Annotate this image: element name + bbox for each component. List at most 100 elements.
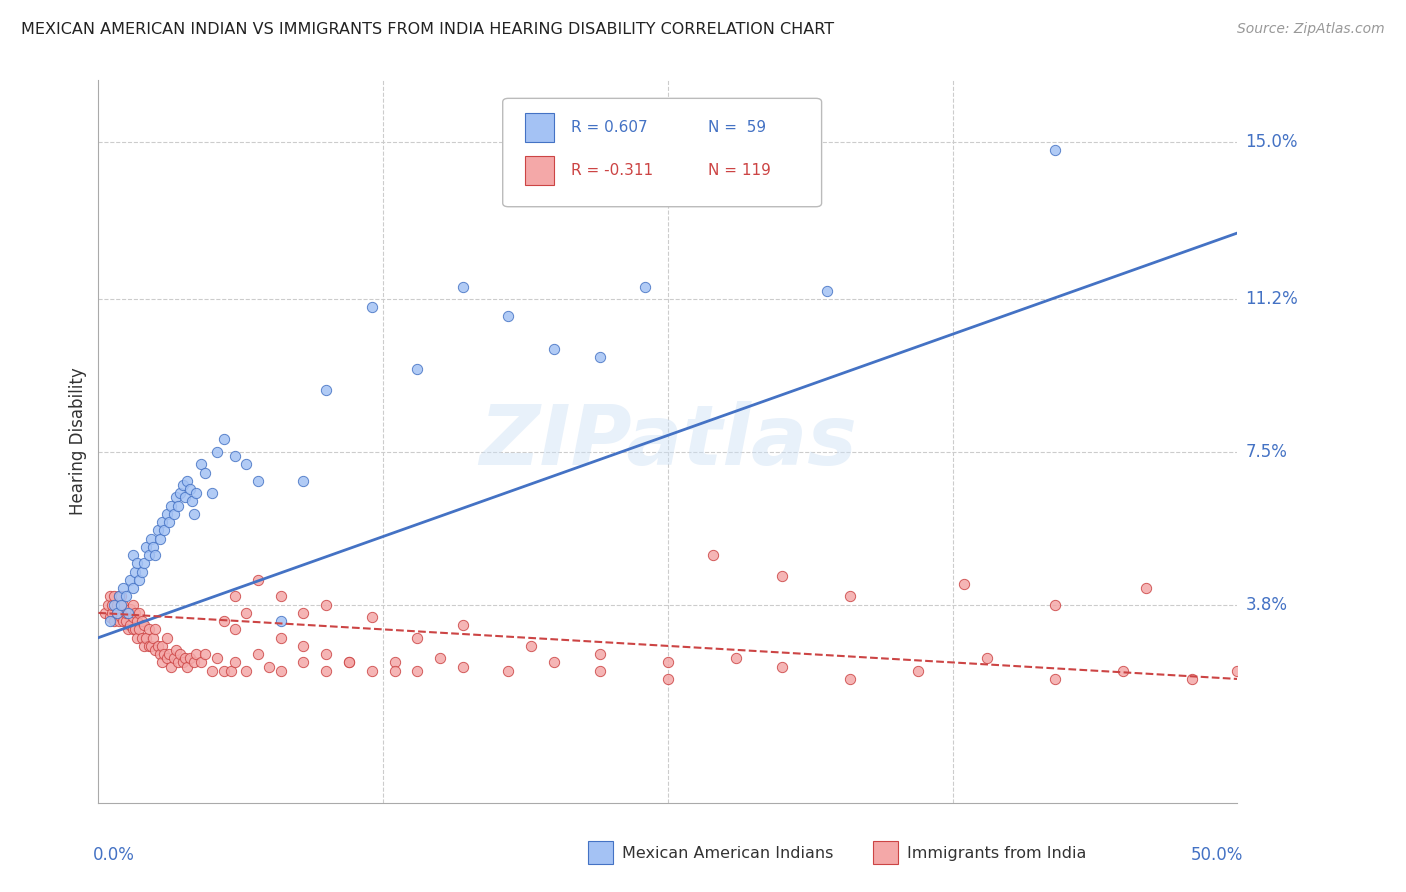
Point [429, 651, 451, 665]
Point [150, 515, 173, 529]
Point [160, 659, 183, 673]
FancyBboxPatch shape [588, 841, 613, 864]
Point [131, 631, 153, 645]
Point [165, 643, 187, 657]
Point [1043, 144, 1066, 158]
Point [384, 664, 406, 678]
Point [183, 656, 205, 670]
FancyBboxPatch shape [526, 112, 554, 142]
Point [976, 651, 998, 665]
Text: MEXICAN AMERICAN INDIAN VS IMMIGRANTS FROM INDIA HEARING DISABILITY CORRELATION : MEXICAN AMERICAN INDIAN VS IMMIGRANTS FR… [21, 22, 834, 37]
Point [169, 647, 191, 661]
Point [259, 659, 281, 673]
Point [108, 590, 131, 604]
Point [156, 507, 179, 521]
Point [165, 490, 187, 504]
Point [702, 548, 724, 562]
Point [149, 532, 172, 546]
Point [406, 362, 429, 376]
Text: N =  59: N = 59 [707, 120, 766, 135]
Point [117, 623, 139, 637]
Point [98, 610, 121, 624]
Point [139, 639, 162, 653]
Point [103, 614, 125, 628]
Point [156, 631, 179, 645]
Point [235, 457, 257, 471]
Point [406, 664, 429, 678]
Point [224, 590, 246, 604]
Point [105, 598, 128, 612]
Text: Mexican American Indians: Mexican American Indians [623, 846, 834, 861]
Point [138, 639, 160, 653]
Point [112, 614, 135, 628]
Point [588, 647, 610, 661]
Point [270, 614, 292, 628]
Point [201, 664, 224, 678]
Point [145, 623, 167, 637]
Point [588, 664, 610, 678]
Point [110, 598, 132, 612]
Point [127, 614, 149, 628]
Point [270, 631, 292, 645]
Point [292, 656, 315, 670]
Point [180, 494, 202, 508]
Point [167, 499, 190, 513]
Point [124, 606, 146, 620]
Point [725, 651, 748, 665]
Point [543, 656, 565, 670]
Point [205, 651, 228, 665]
Text: N = 119: N = 119 [707, 163, 770, 178]
Point [156, 651, 179, 665]
Point [101, 598, 124, 612]
Point [224, 623, 246, 637]
Point [1226, 664, 1249, 678]
Point [98, 590, 121, 604]
Point [142, 631, 165, 645]
Point [110, 590, 132, 604]
Point [292, 639, 315, 653]
Point [270, 664, 292, 678]
Text: 50.0%: 50.0% [1191, 847, 1243, 864]
Point [94, 606, 117, 620]
Point [224, 449, 246, 463]
Point [176, 659, 198, 673]
Point [451, 659, 474, 673]
Point [110, 610, 132, 624]
Text: 7.5%: 7.5% [1246, 442, 1288, 461]
Point [360, 301, 382, 315]
FancyBboxPatch shape [873, 841, 898, 864]
Point [145, 643, 167, 657]
Point [124, 565, 146, 579]
Point [235, 664, 257, 678]
Point [157, 647, 180, 661]
Point [657, 672, 679, 686]
Point [108, 614, 131, 628]
Point [337, 656, 360, 670]
Point [112, 581, 135, 595]
Point [406, 631, 429, 645]
Point [150, 656, 173, 670]
Point [588, 350, 610, 364]
Point [498, 309, 520, 323]
Point [1135, 581, 1157, 595]
Point [292, 474, 315, 488]
Point [1043, 672, 1066, 686]
Point [150, 639, 173, 653]
Point [212, 664, 235, 678]
Point [657, 656, 679, 670]
Point [146, 524, 169, 538]
Point [132, 639, 155, 653]
Point [142, 540, 165, 554]
Point [451, 618, 474, 632]
Point [1043, 598, 1066, 612]
Point [160, 499, 183, 513]
Point [127, 631, 149, 645]
Point [114, 614, 136, 628]
Point [315, 383, 337, 397]
Point [120, 618, 142, 632]
Point [179, 651, 201, 665]
Point [110, 598, 132, 612]
Point [128, 623, 150, 637]
Point [1112, 664, 1135, 678]
Point [174, 651, 197, 665]
